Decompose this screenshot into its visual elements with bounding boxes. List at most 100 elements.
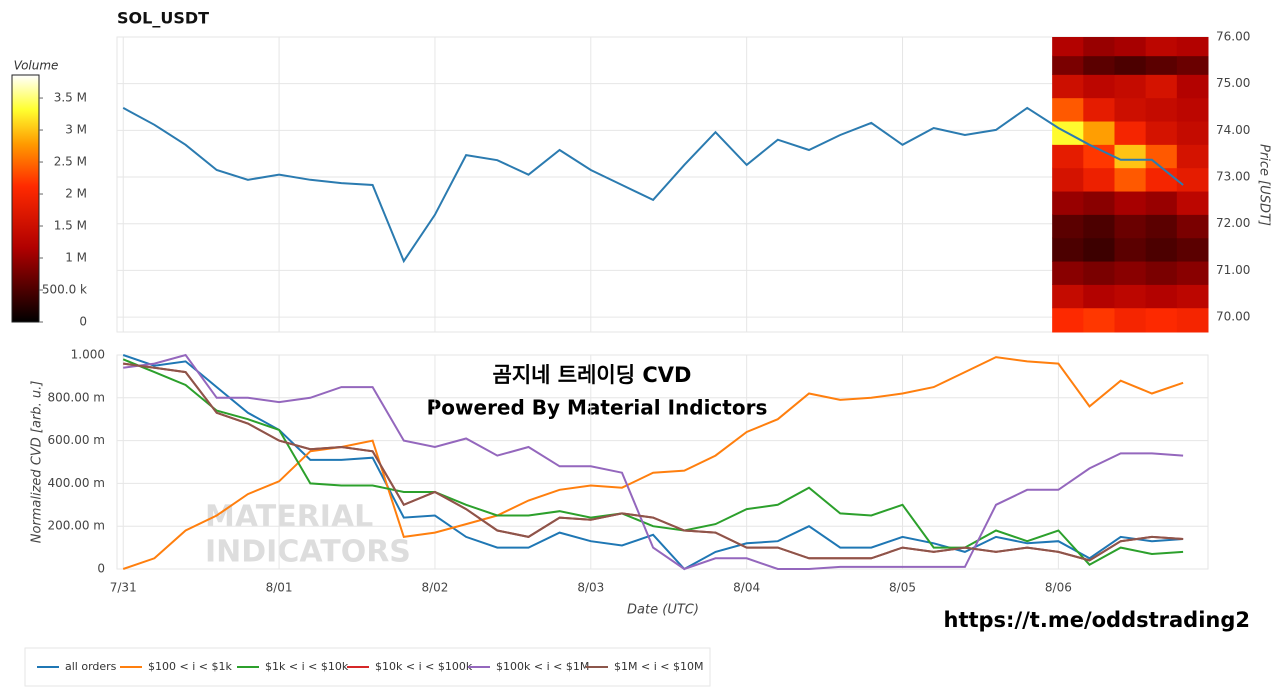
- colorbar-tick-label: 2.5 M: [54, 155, 87, 169]
- heatmap-cell: [1083, 74, 1115, 99]
- heatmap-cell: [1083, 237, 1115, 262]
- heatmap-cell: [1176, 74, 1209, 99]
- heatmap-cell: [1083, 261, 1115, 285]
- heatmap-cell: [1083, 121, 1115, 145]
- heatmap-cell: [1145, 284, 1178, 309]
- y-tick-label: 70.00: [1216, 310, 1250, 324]
- heatmap-cell: [1176, 191, 1209, 215]
- heatmap-cell: [1052, 214, 1084, 239]
- legend-label: all orders: [65, 660, 117, 673]
- series-line: [122, 356, 1184, 570]
- heatmap-cell: [1176, 97, 1209, 122]
- heatmap-cell: [1114, 167, 1147, 192]
- x-tick-label: 8/03: [577, 581, 604, 595]
- y-tick-label: 74.00: [1216, 123, 1250, 137]
- colorbar-tick-label: 500.0 k: [42, 283, 87, 297]
- colorbar-tick-label: 0: [79, 315, 87, 329]
- overlay-heading: 곰지네 트레이딩 CVD: [493, 363, 692, 387]
- y-axis-title: Price [USDT]: [1257, 144, 1272, 226]
- heatmap-cell: [1083, 144, 1115, 169]
- heatmap-cell: [1114, 191, 1147, 215]
- series-line: [122, 106, 1184, 264]
- y-tick-label: 76.00: [1216, 30, 1250, 44]
- heatmap-cell: [1114, 214, 1147, 239]
- heatmap-cell: [1176, 284, 1209, 309]
- plot-frame: [116, 36, 1209, 333]
- heatmap-cell: [1145, 237, 1178, 262]
- series-line: [122, 358, 1184, 566]
- x-tick-label: 8/04: [733, 581, 760, 595]
- heatmap-cell: [1176, 237, 1209, 262]
- colorbar-tick-label: 1 M: [65, 251, 87, 265]
- colorbar-tick-label: 3 M: [65, 123, 87, 137]
- heatmap-cell: [1083, 167, 1115, 192]
- heatmap-cell: [1114, 121, 1147, 145]
- heatmap-cell: [1052, 261, 1084, 285]
- heatmap-cell: [1083, 214, 1115, 239]
- heatmap-cell: [1083, 97, 1115, 122]
- legend-label: $100k < i < $1M: [496, 660, 589, 673]
- y-tick-label: 71.00: [1216, 263, 1250, 277]
- colorbar-tick-label: 3.5 M: [54, 91, 87, 105]
- heatmap-cell: [1083, 284, 1115, 309]
- heatmap-cell: [1145, 307, 1178, 333]
- y-tick-label: 800.00 m: [48, 390, 106, 404]
- heatmap-cell: [1052, 97, 1084, 122]
- y-tick-label: 600.00 m: [48, 433, 106, 447]
- heatmap-cell: [1145, 261, 1178, 285]
- watermark: INDICATORS: [205, 535, 411, 570]
- chart-title: SOL_USDT: [117, 9, 209, 28]
- heatmap-cell: [1052, 144, 1084, 169]
- x-tick-label: 8/02: [421, 581, 448, 595]
- heatmap-cell: [1083, 191, 1115, 215]
- heatmap-cell: [1176, 261, 1209, 285]
- y-tick-label: 0: [97, 562, 105, 576]
- heatmap-cell: [1114, 97, 1147, 122]
- series-line: [122, 354, 1184, 571]
- legend-label: $100 < i < $1k: [148, 660, 232, 673]
- y-axis-title: Normalized CVD [arb. u.]: [30, 381, 45, 544]
- heatmap-cell: [1114, 237, 1147, 262]
- heatmap-cell: [1052, 191, 1084, 215]
- x-tick-label: 8/01: [266, 581, 293, 595]
- heatmap-cell: [1176, 37, 1209, 57]
- heatmap-cell: [1145, 37, 1178, 57]
- heatmap-cell: [1083, 37, 1115, 57]
- heatmap-cell: [1176, 121, 1209, 145]
- legend-label: $1M < i < $10M: [614, 660, 703, 673]
- heatmap-cell: [1052, 74, 1084, 99]
- heatmap-cell: [1114, 37, 1147, 57]
- x-tick-label: 8/06: [1045, 581, 1072, 595]
- heatmap-cell: [1114, 144, 1147, 169]
- series-line: [123, 362, 1184, 562]
- heatmap-cell: [1083, 55, 1115, 75]
- x-tick-label: 8/05: [889, 581, 916, 595]
- heatmap-cell: [1176, 144, 1209, 169]
- colorbar-title: Volume: [14, 59, 59, 73]
- legend-label: $10k < i < $100k: [375, 660, 473, 673]
- heatmap-cell: [1176, 167, 1209, 192]
- x-axis-title: Date (UTC): [627, 603, 699, 618]
- y-tick-label: 75.00: [1216, 76, 1250, 90]
- heatmap-cell: [1052, 167, 1084, 192]
- heatmap-cell: [1083, 307, 1115, 333]
- heatmap-cell: [1114, 307, 1147, 333]
- y-tick-label: 200.00 m: [48, 519, 106, 533]
- overlay-subheading: Powered By Material Indictors: [427, 396, 768, 420]
- legend-label: $1k < i < $10k: [265, 660, 349, 673]
- heatmap-cell: [1145, 121, 1178, 145]
- overlay-link: https://t.me/oddstrading2: [944, 608, 1251, 632]
- y-tick-label: 73.00: [1216, 170, 1250, 184]
- heatmap-cell: [1145, 191, 1178, 215]
- heatmap-cell: [1052, 37, 1084, 57]
- heatmap-cell: [1145, 167, 1178, 192]
- heatmap-cell: [1114, 55, 1147, 75]
- watermark: MATERIAL: [205, 500, 373, 535]
- heatmap-cell: [1052, 55, 1084, 75]
- heatmap-cell: [1145, 55, 1178, 75]
- series-line: [123, 353, 1184, 571]
- heatmap-cell: [1114, 261, 1147, 285]
- x-tick-label: 7/31: [110, 581, 137, 595]
- heatmap-cell: [1176, 214, 1209, 239]
